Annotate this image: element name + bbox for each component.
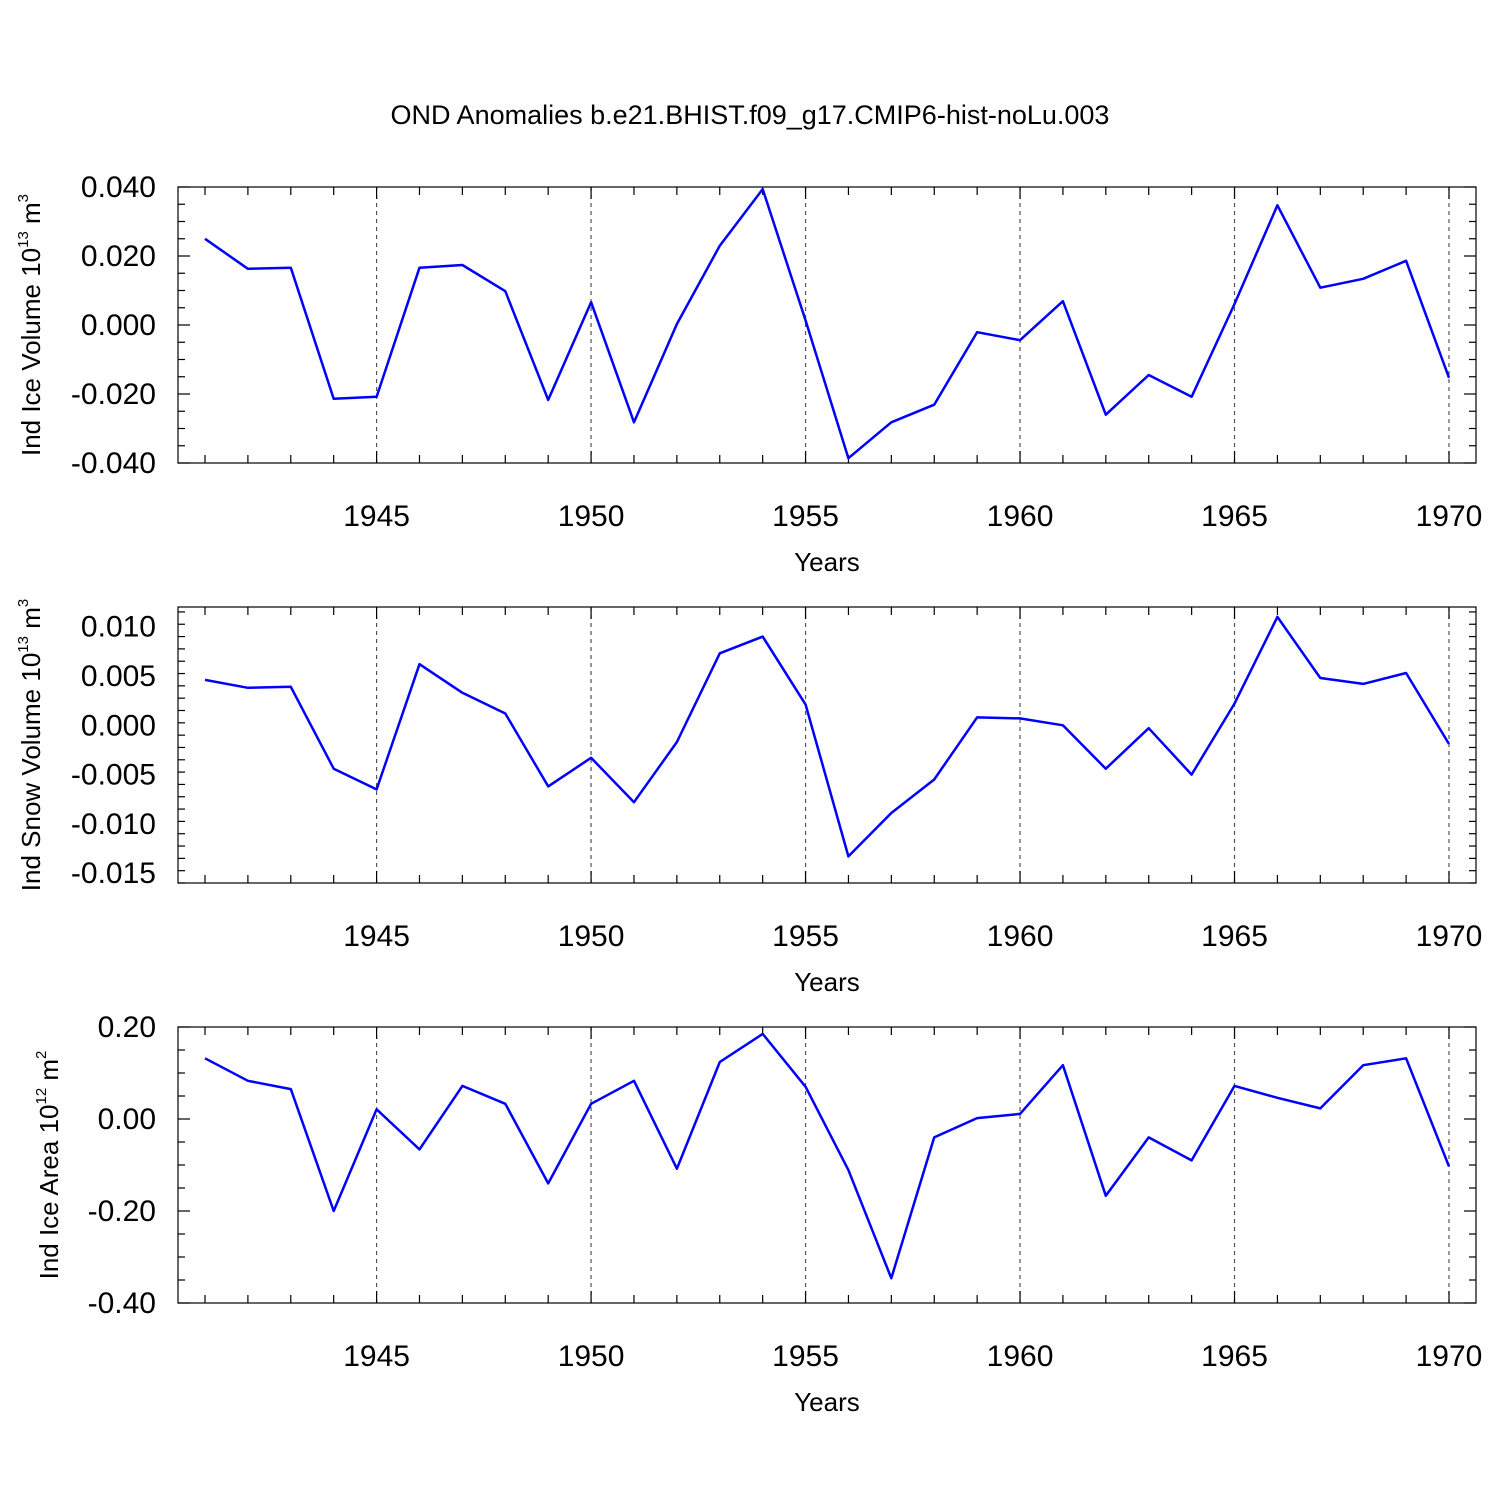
x-tick-label: 1960: [987, 920, 1054, 953]
chart-panel-2: 0.010 0.005 0.000 -0.005 -0.010 -0.015 1945 195…: [15, 599, 1482, 997]
series-line: [204, 187, 1451, 460]
y-axis-label: Ind Ice Area 1012 m2: [33, 1051, 64, 1280]
y-axis-label-exponent: 3: [15, 599, 32, 607]
y-axis-label-part: Ind Snow Volume 10: [16, 653, 46, 892]
plot-frame: [177, 186, 1477, 464]
y-tick-label: -0.010: [71, 808, 156, 841]
y-axis-label: Ind Snow Volume 1013 m3: [15, 599, 46, 891]
y-tick-label: -0.005: [71, 759, 156, 792]
x-tick-label: 1945: [343, 500, 410, 533]
x-tick-label: 1970: [1416, 920, 1483, 953]
x-tick-label: 1965: [1201, 920, 1268, 953]
y-tick-label: -0.040: [71, 447, 156, 480]
y-tick-label: 0.020: [81, 240, 156, 273]
y-axis-label-exponent: 13: [15, 636, 32, 653]
figure-title: OND Anomalies b.e21.BHIST.f09_g17.CMIP6-…: [391, 100, 1110, 130]
x-tick-label: 1965: [1201, 1340, 1268, 1373]
y-axis-label-part: m: [16, 202, 46, 231]
chart-panel-1: 0.040 0.020 0.000 -0.020 -0.040 1945 1950 1955 1…: [15, 171, 1482, 577]
y-tick-label: -0.020: [71, 378, 156, 411]
y-axis-label-part: m: [34, 1059, 64, 1088]
x-tick-label: 1960: [987, 1340, 1054, 1373]
x-axis-label: Years: [794, 1387, 860, 1417]
x-tick-label: 1950: [558, 920, 625, 953]
y-axis-label-exponent: 12: [33, 1088, 50, 1105]
y-axis-label-exponent: 3: [15, 194, 32, 202]
x-tick-label: 1970: [1416, 500, 1483, 533]
y-tick-label: -0.20: [88, 1195, 156, 1228]
x-tick-label: 1950: [558, 1340, 625, 1373]
series-line: [204, 615, 1451, 858]
y-tick-label: 0.000: [81, 309, 156, 342]
x-tick-label: 1965: [1201, 500, 1268, 533]
y-axis-label-exponent: 13: [15, 231, 32, 248]
x-tick-label: 1945: [343, 920, 410, 953]
y-tick-label: 0.010: [81, 611, 156, 644]
y-tick-label: 0.005: [81, 660, 156, 693]
y-tick-label: -0.015: [71, 857, 156, 890]
x-tick-label: 1970: [1416, 1340, 1483, 1373]
x-tick-label: 1955: [772, 920, 839, 953]
y-axis-label-part: m: [16, 607, 46, 636]
plot-frame: [177, 606, 1477, 884]
y-tick-label: -0.40: [88, 1287, 156, 1320]
y-tick-label: 0.040: [81, 171, 156, 204]
y-tick-label: 0.00: [98, 1103, 156, 1136]
x-axis-label: Years: [794, 547, 860, 577]
x-axis-label: Years: [794, 967, 860, 997]
y-axis-label-exponent: 2: [33, 1051, 50, 1059]
x-tick-label: 1955: [772, 1340, 839, 1373]
x-tick-label: 1950: [558, 500, 625, 533]
y-tick-label: 0.000: [81, 709, 156, 742]
y-tick-label: 0.20: [98, 1011, 156, 1044]
y-axis-label-part: Ind Ice Volume 10: [16, 248, 46, 456]
y-axis-label-part: Ind Ice Area 10: [34, 1105, 64, 1280]
plot-frame: [177, 1026, 1477, 1304]
x-tick-label: 1960: [987, 500, 1054, 533]
x-tick-label: 1955: [772, 500, 839, 533]
chart-panel-3: 0.20 0.00 -0.20 -0.40 1945 1950 1955 1960 1965 19…: [33, 1011, 1482, 1417]
series-line: [204, 1032, 1451, 1280]
x-tick-label: 1945: [343, 1340, 410, 1373]
y-axis-label: Ind Ice Volume 1013 m3: [15, 194, 46, 456]
